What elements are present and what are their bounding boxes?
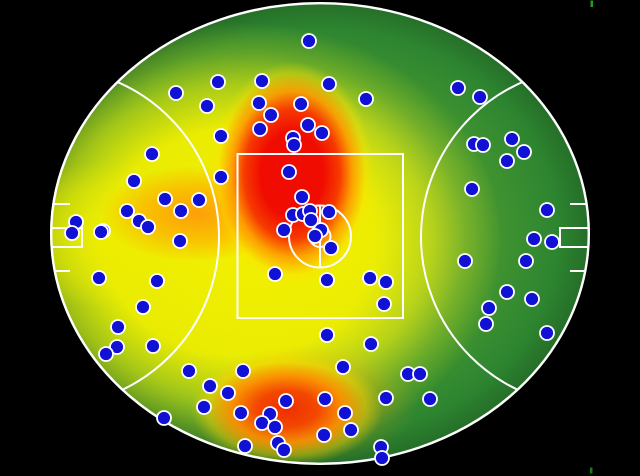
right-goal-square (559, 227, 588, 248)
left-50m-arc (52, 67, 220, 407)
event-dot (363, 336, 379, 352)
event-dot (481, 300, 497, 316)
event-dot (343, 422, 359, 438)
event-dot (213, 128, 229, 144)
event-dot (303, 212, 319, 228)
event-dot (526, 231, 542, 247)
event-dot (156, 410, 172, 426)
event-dot (210, 74, 226, 90)
event-dot (544, 234, 560, 250)
event-dot (173, 203, 189, 219)
event-dot (478, 316, 494, 332)
event-dot (276, 222, 292, 238)
event-dot (472, 89, 488, 105)
event-dot (267, 266, 283, 282)
event-dot (276, 442, 292, 458)
event-dot (281, 164, 297, 180)
event-dot (252, 121, 268, 137)
event-dot (202, 378, 218, 394)
event-dot (191, 192, 207, 208)
event-dot (524, 291, 540, 307)
event-dot (499, 284, 515, 300)
event-dot (157, 191, 173, 207)
green-tick-top-right (590, 0, 593, 7)
event-dot (300, 117, 316, 133)
event-dot (317, 391, 333, 407)
event-dot (144, 146, 160, 162)
event-dot (321, 76, 337, 92)
event-dot (412, 366, 428, 382)
event-dot (457, 253, 473, 269)
event-dot (213, 169, 229, 185)
data-points-group (64, 33, 560, 466)
event-dot (539, 202, 555, 218)
event-dot (376, 296, 392, 312)
event-dot (220, 385, 236, 401)
event-dot (126, 173, 142, 189)
event-dot (374, 450, 390, 466)
event-dot (263, 107, 279, 123)
event-dot (378, 274, 394, 290)
event-dot (323, 240, 339, 256)
event-dot (314, 125, 330, 141)
event-dot (378, 390, 394, 406)
event-dot (464, 181, 480, 197)
event-dot (237, 438, 253, 454)
event-dot (181, 363, 197, 379)
field-boundary (50, 1, 590, 466)
event-dot (475, 137, 491, 153)
event-dot (335, 359, 351, 375)
event-dot (321, 204, 337, 220)
event-dot (422, 391, 438, 407)
event-dot (110, 319, 126, 335)
event-dot (316, 427, 332, 443)
left-goal-square (52, 227, 83, 248)
event-dot (307, 228, 323, 244)
event-dot (319, 327, 335, 343)
event-dot (145, 338, 161, 354)
center-square (236, 153, 404, 319)
green-tick-bottom-right (590, 467, 593, 474)
event-dot (135, 299, 151, 315)
event-dot (91, 270, 107, 286)
event-dot (358, 91, 374, 107)
event-dot (278, 393, 294, 409)
event-dot (251, 95, 267, 111)
event-dot (196, 399, 212, 415)
edge-artifacts (590, 0, 593, 474)
event-dot (199, 98, 215, 114)
event-dot (504, 131, 520, 147)
event-dot (337, 405, 353, 421)
event-dot (518, 253, 534, 269)
event-dot (235, 363, 251, 379)
event-dot (98, 346, 114, 362)
event-dot (233, 405, 249, 421)
event-dot (294, 189, 310, 205)
event-dot (64, 225, 80, 241)
event-dot (149, 273, 165, 289)
event-dot (319, 272, 335, 288)
event-dot (109, 339, 125, 355)
right-50m-arc (420, 67, 588, 407)
event-dot (119, 203, 135, 219)
event-dot (172, 233, 188, 249)
event-dot (140, 219, 156, 235)
event-dot (516, 144, 532, 160)
event-dot (267, 419, 283, 435)
event-dot (450, 80, 466, 96)
event-dot (301, 33, 317, 49)
event-dot (93, 224, 109, 240)
event-dot (293, 96, 309, 112)
event-dot (254, 415, 270, 431)
event-dot (254, 73, 270, 89)
event-dot (168, 85, 184, 101)
event-dot (499, 153, 515, 169)
event-dot (539, 325, 555, 341)
event-dot (286, 137, 302, 153)
event-dot (362, 270, 378, 286)
